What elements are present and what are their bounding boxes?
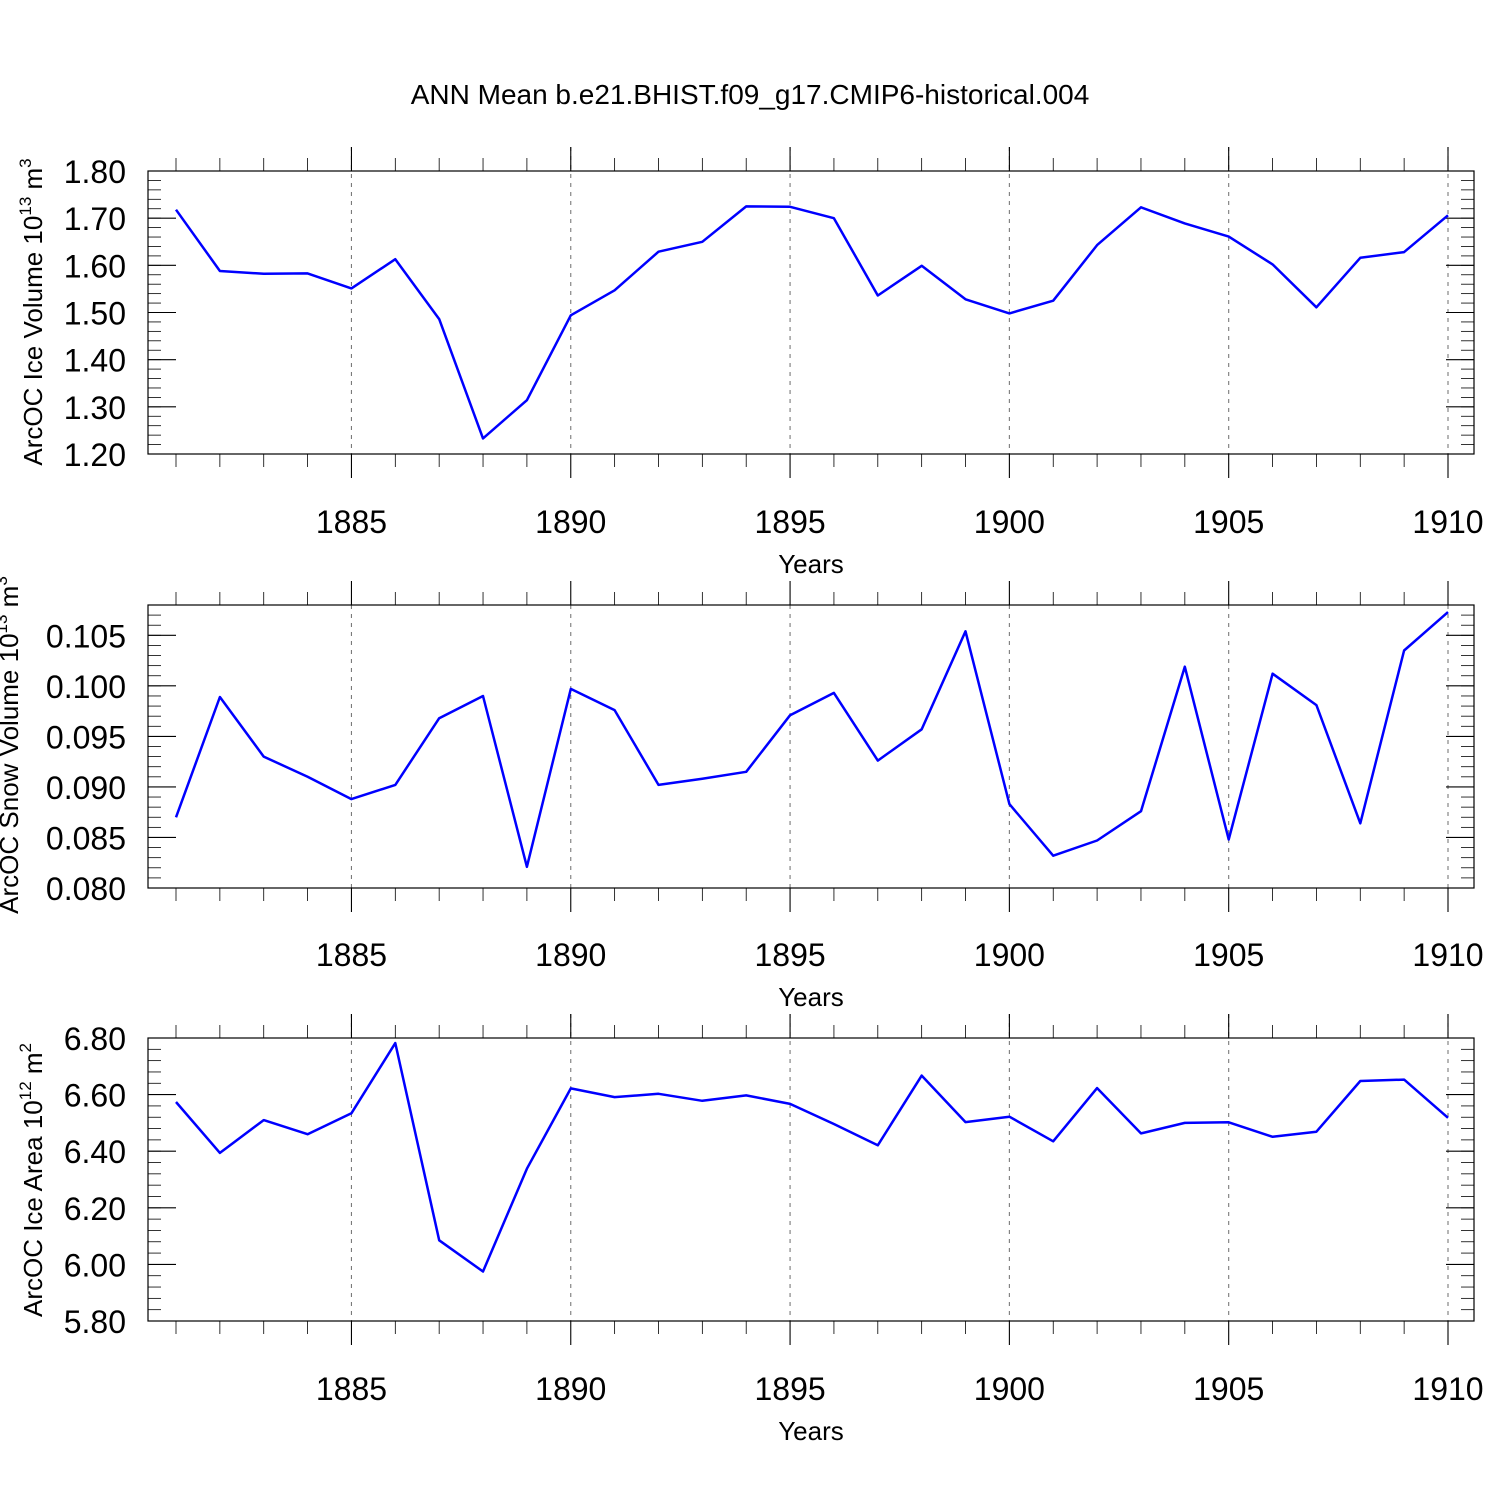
y-tick-label: 0.105 bbox=[46, 618, 126, 654]
y-tick-label: 1.50 bbox=[64, 296, 126, 332]
x-tick-label: 1885 bbox=[316, 504, 387, 540]
y-tick-label: 1.40 bbox=[64, 343, 126, 379]
x-tick-label: 1910 bbox=[1412, 504, 1483, 540]
x-tick-label: 1905 bbox=[1193, 504, 1264, 540]
y-axis-title-unit: m bbox=[18, 168, 48, 197]
figure-title: ANN Mean b.e21.BHIST.f09_g17.CMIP6-histo… bbox=[411, 79, 1090, 110]
y-tick-label: 5.80 bbox=[64, 1304, 126, 1340]
x-axis-title: Years bbox=[778, 1416, 844, 1446]
panel-2: 0.080 0.085 0.090 0.095 0.100 0.105 1885 1890 18… bbox=[0, 576, 1484, 1012]
y-axis-title: ArcOC Snow Volume 1013 m3 bbox=[0, 576, 24, 914]
y-tick-label: 1.60 bbox=[64, 248, 126, 284]
panel-3: 5.80 6.00 6.20 6.40 6.60 6.80 1885 1890 1895 1900… bbox=[16, 1014, 1484, 1446]
x-tick-label: 1900 bbox=[974, 504, 1045, 540]
x-tick-label: 1905 bbox=[1193, 937, 1264, 973]
y-tick-label: 1.20 bbox=[64, 437, 126, 473]
y-tick-label: 0.085 bbox=[46, 820, 126, 856]
y-tick-label: 0.090 bbox=[46, 770, 126, 806]
series-line bbox=[174, 205, 1449, 440]
x-axis-title: Years bbox=[778, 549, 844, 579]
x-tick-label: 1895 bbox=[754, 504, 825, 540]
x-axis-title: Years bbox=[778, 982, 844, 1012]
y-axis-title-exponent: 13 bbox=[0, 615, 11, 634]
y-axis-title-text: ArcOC Ice Area 10 bbox=[18, 1100, 48, 1317]
x-tick-label: 1895 bbox=[754, 1371, 825, 1407]
y-axis-title-unit: m bbox=[0, 586, 24, 615]
x-tick-label: 1900 bbox=[974, 1371, 1045, 1407]
x-tick-label: 1910 bbox=[1412, 937, 1483, 973]
y-tick-label: 1.80 bbox=[64, 154, 126, 190]
y-tick-label: 6.80 bbox=[64, 1021, 126, 1057]
y-tick-label: 0.100 bbox=[46, 669, 126, 705]
panel-1: 1.20 1.30 1.40 1.50 1.60 1.70 1.80 1885 1890 1895… bbox=[16, 147, 1484, 579]
y-axis-title-unit-exponent: 3 bbox=[0, 576, 11, 585]
y-tick-label: 0.095 bbox=[46, 719, 126, 755]
y-tick-label: 0.080 bbox=[46, 871, 126, 907]
y-axis-title: ArcOC Ice Area 1012 m2 bbox=[16, 1043, 48, 1317]
y-tick-label: 1.70 bbox=[64, 201, 126, 237]
x-tick-label: 1900 bbox=[974, 937, 1045, 973]
y-tick-label: 6.40 bbox=[64, 1134, 126, 1170]
y-axis-title-unit-exponent: 3 bbox=[16, 158, 35, 167]
x-tick-label: 1895 bbox=[754, 937, 825, 973]
y-tick-label: 6.20 bbox=[64, 1191, 126, 1227]
plot-frame bbox=[147, 1037, 1475, 1322]
x-tick-label: 1890 bbox=[535, 937, 606, 973]
y-axis-title-exponent: 13 bbox=[16, 197, 35, 216]
y-axis-title-unit: m bbox=[18, 1052, 48, 1081]
series-line bbox=[175, 1041, 1449, 1273]
x-tick-label: 1910 bbox=[1412, 1371, 1483, 1407]
x-tick-label: 1885 bbox=[316, 1371, 387, 1407]
y-axis-title-text: ArcOC Snow Volume 10 bbox=[0, 633, 24, 913]
y-axis-title-exponent: 12 bbox=[16, 1081, 35, 1100]
x-tick-label: 1905 bbox=[1193, 1371, 1264, 1407]
x-tick-label: 1885 bbox=[316, 937, 387, 973]
x-tick-label: 1890 bbox=[535, 504, 606, 540]
y-tick-label: 6.60 bbox=[64, 1078, 126, 1114]
series-line bbox=[174, 611, 1449, 869]
y-tick-label: 6.00 bbox=[64, 1247, 126, 1283]
y-axis-title-unit-exponent: 2 bbox=[16, 1043, 35, 1052]
x-tick-label: 1890 bbox=[535, 1371, 606, 1407]
y-axis-title-text: ArcOC Ice Volume 10 bbox=[18, 216, 48, 466]
panels: 1.20 1.30 1.40 1.50 1.60 1.70 1.80 1885 1890 1895… bbox=[0, 147, 1484, 1446]
y-axis-title: ArcOC Ice Volume 1013 m3 bbox=[16, 158, 48, 465]
y-tick-label: 1.30 bbox=[64, 390, 126, 426]
